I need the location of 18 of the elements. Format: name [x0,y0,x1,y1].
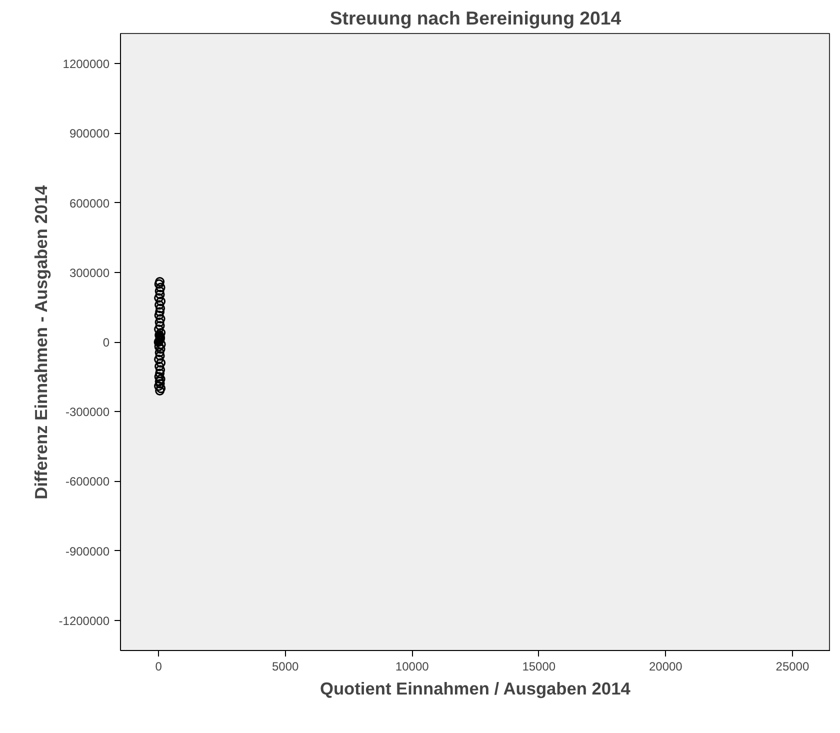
y-tick-label: 600000 [69,196,110,210]
x-tick-label: 0 [155,660,162,674]
x-tick-label: 5000 [272,660,299,674]
y-tick-label: -900000 [65,544,110,558]
x-axis-title: Quotient Einnahmen / Ausgaben 2014 [320,678,631,698]
x-tick-label: 10000 [395,660,430,674]
y-tick-label: 0 [102,336,110,350]
y-tick-label: -1200000 [58,614,110,628]
y-tick-label: -600000 [65,474,110,489]
y-tick-label: 900000 [69,126,110,141]
y-tick-label: 300000 [69,266,110,280]
x-tick-label: 25000 [776,660,810,674]
y-tick-label: -300000 [65,405,110,420]
y-tick-label: 1200000 [62,57,110,72]
chart-title: Streuung nach Bereinigung 2014 [330,8,622,28]
x-tick-label: 20000 [648,660,683,674]
x-tick-label: 15000 [522,660,556,674]
y-axis-title: Differenz Einnahmen - Ausgaben 2014 [30,184,51,500]
